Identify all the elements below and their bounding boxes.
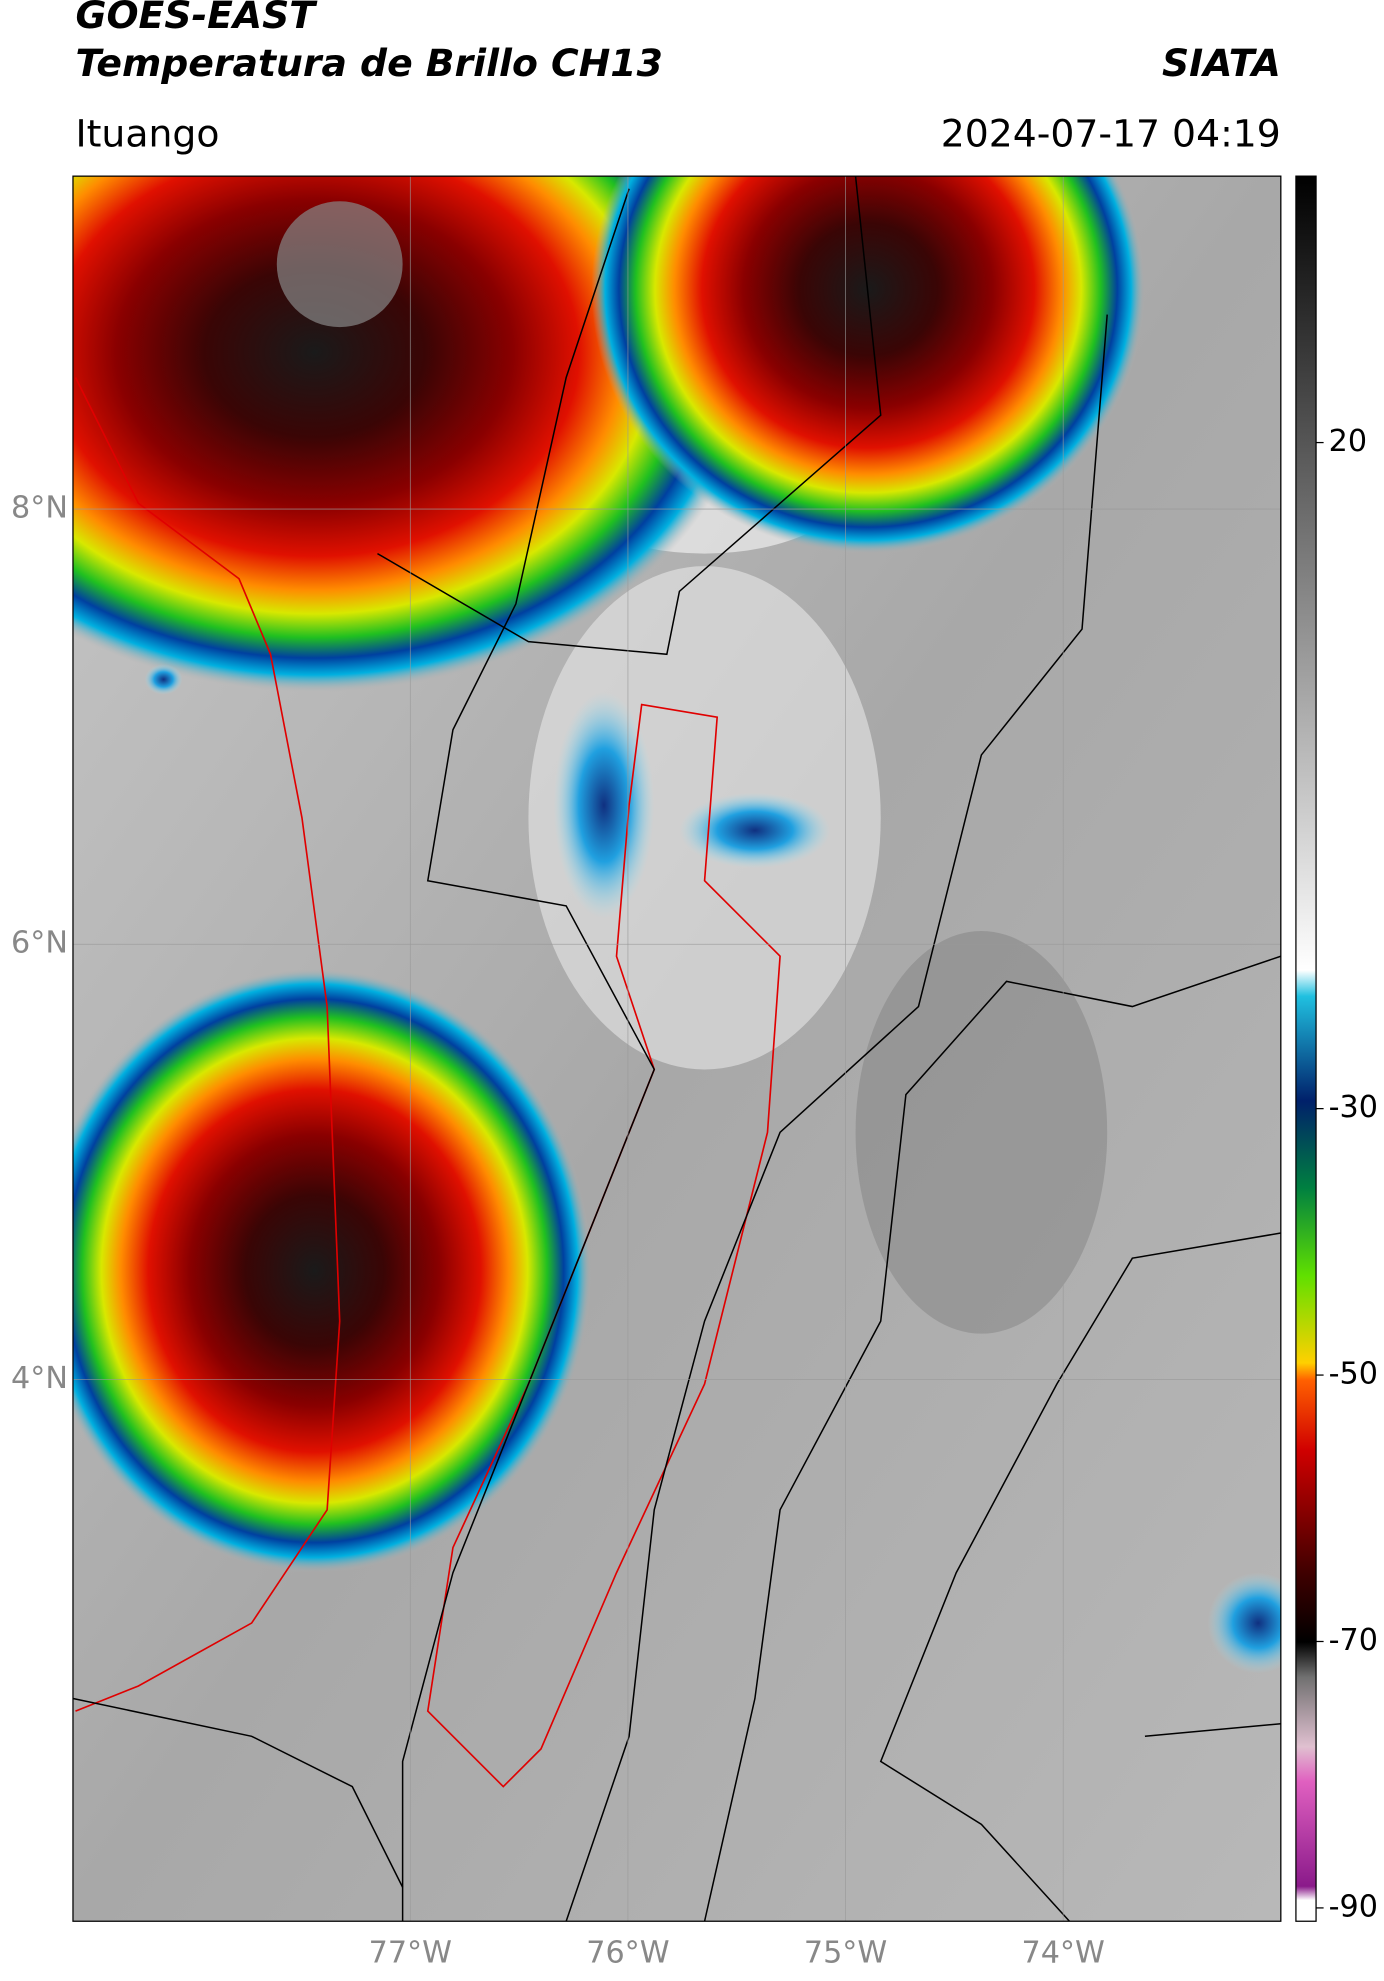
title-line1: GOES-EAST xyxy=(75,0,318,37)
x-tick-label: 75°W xyxy=(804,1935,887,1970)
storm-cloud xyxy=(72,176,755,692)
colorbar-tick-label: -70 xyxy=(1329,1623,1378,1658)
y-tick-label: 4°N xyxy=(11,1361,68,1396)
datetime: 2024-07-17 04:19 xyxy=(941,111,1281,155)
organization: SIATA xyxy=(1162,41,1281,85)
title-line2: Temperatura de Brillo CH13 xyxy=(75,41,662,85)
y-tick-label: 6°N xyxy=(11,926,68,961)
x-tick-label: 77°W xyxy=(369,1935,452,1970)
map-image xyxy=(72,176,1281,1922)
storm-cloud xyxy=(591,176,1145,554)
storm-cloud xyxy=(72,968,592,1573)
y-tick-label: 8°N xyxy=(11,491,68,526)
colorbar xyxy=(1295,175,1317,1922)
x-tick-label: 74°W xyxy=(1022,1935,1105,1970)
colorbar-tick-label: -30 xyxy=(1329,1090,1378,1125)
colorbar-tick-label: -50 xyxy=(1329,1357,1378,1392)
colorbar-tick-label: 20 xyxy=(1329,424,1367,459)
colorbar-tick-label: -90 xyxy=(1329,1889,1378,1924)
x-tick-label: 76°W xyxy=(586,1935,669,1970)
location: Ituango xyxy=(75,111,219,155)
map-frame xyxy=(72,175,1282,1922)
